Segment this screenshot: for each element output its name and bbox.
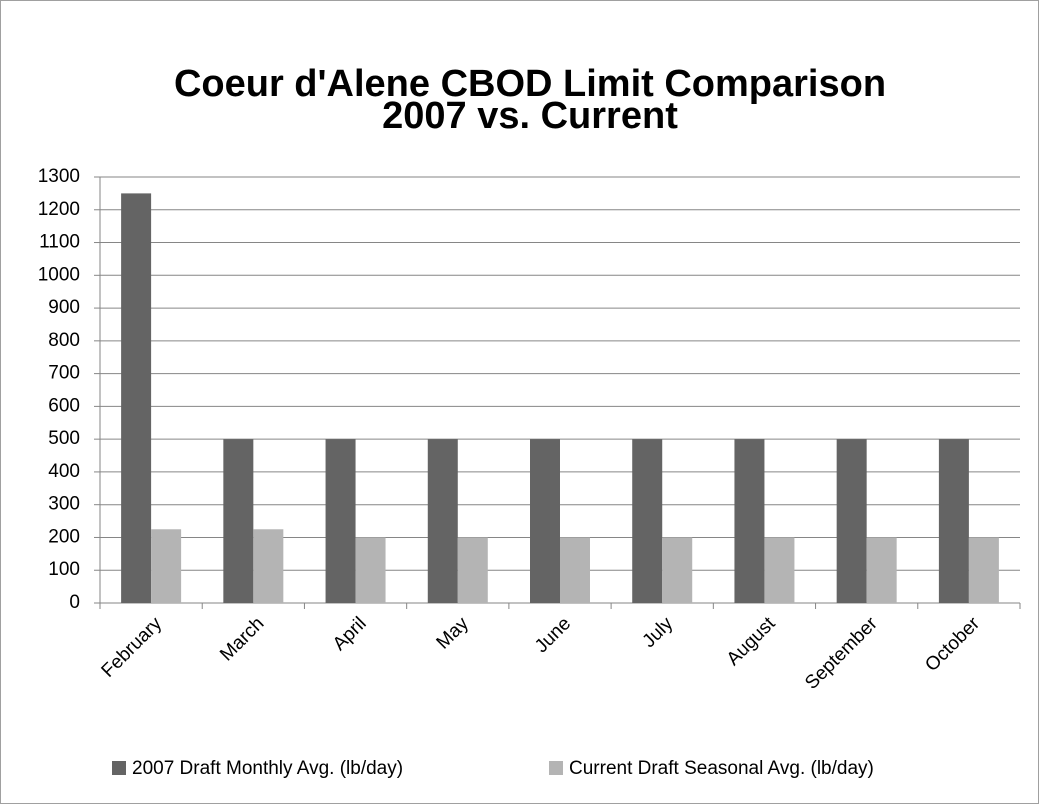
bar: [836, 439, 867, 603]
y-tick-label: 0: [69, 592, 80, 613]
bar: [530, 439, 560, 603]
legend-swatch: [549, 761, 563, 775]
bar: [662, 537, 693, 603]
bar: [253, 529, 284, 603]
bar: [632, 439, 663, 603]
legend-label: Current Draft Seasonal Avg. (lb/day): [569, 758, 874, 779]
y-tick-label: 400: [48, 461, 80, 482]
chart-title: Coeur d'Alene CBOD Limit Comparison: [174, 63, 886, 105]
bar: [734, 439, 765, 603]
legend-label: 2007 Draft Monthly Avg. (lb/day): [132, 758, 403, 779]
y-tick-label: 100: [48, 559, 80, 580]
y-tick-label: 300: [48, 494, 80, 515]
bar: [427, 439, 458, 603]
y-tick-label: 900: [48, 297, 80, 318]
bar: [968, 537, 999, 603]
bar: [866, 537, 897, 603]
bar: [764, 537, 795, 603]
legend-swatch: [112, 761, 126, 775]
y-tick-label: 1300: [38, 166, 80, 187]
y-tick-label: 800: [48, 330, 80, 351]
y-tick-label: 600: [48, 395, 80, 416]
y-tick-label: 1200: [38, 199, 80, 220]
bar: [325, 439, 356, 603]
bar: [457, 537, 488, 603]
y-tick-label: 200: [48, 526, 80, 547]
y-tick-label: 1000: [38, 264, 80, 285]
bar: [355, 537, 386, 603]
y-tick-label: 700: [48, 363, 80, 384]
chart-title: 2007 vs. Current: [382, 95, 678, 137]
bar: [223, 439, 254, 603]
bar: [938, 439, 969, 603]
bar: [151, 529, 182, 603]
y-tick-label: 1100: [39, 232, 80, 253]
y-tick-label: 500: [48, 428, 80, 449]
bar: [121, 193, 152, 603]
bar: [560, 537, 590, 603]
